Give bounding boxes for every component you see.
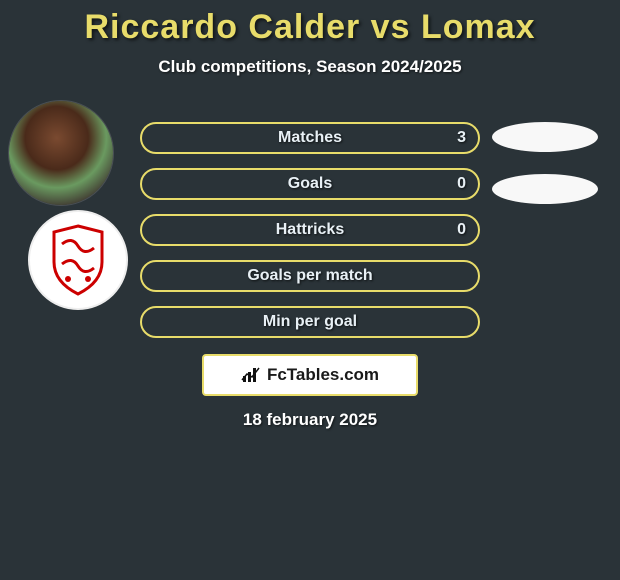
stat-value: 3: [457, 129, 466, 147]
bar-chart-icon: [241, 366, 263, 384]
opponent-stat-placeholders: [492, 122, 598, 226]
stat-label: Hattricks: [276, 221, 344, 239]
player2-avatar: [28, 210, 128, 310]
subtitle: Club competitions, Season 2024/2025: [0, 57, 620, 77]
stat-label: Min per goal: [263, 313, 357, 331]
stat-label: Goals per match: [247, 267, 372, 285]
stats-list: Matches 3 Goals 0 Hattricks 0 Goals per …: [140, 122, 480, 352]
stat-value: 0: [457, 221, 466, 239]
stat-row-matches: Matches 3: [140, 122, 480, 154]
player-photo: [9, 101, 114, 206]
player1-avatar: [8, 100, 114, 206]
source-badge: FcTables.com: [202, 354, 418, 396]
date-label: 18 february 2025: [0, 410, 620, 430]
player-avatars: [8, 100, 114, 208]
ellipse-placeholder: [492, 174, 598, 204]
stat-row-min-per-goal: Min per goal: [140, 306, 480, 338]
club-crest-icon: [48, 224, 108, 296]
stat-label: Goals: [288, 175, 332, 193]
ellipse-placeholder: [492, 122, 598, 152]
stat-row-goals: Goals 0: [140, 168, 480, 200]
stat-label: Matches: [278, 129, 342, 147]
stat-row-goals-per-match: Goals per match: [140, 260, 480, 292]
stat-row-hattricks: Hattricks 0: [140, 214, 480, 246]
page-title: Riccardo Calder vs Lomax: [0, 0, 620, 47]
stat-value: 0: [457, 175, 466, 193]
source-badge-text: FcTables.com: [267, 365, 379, 385]
